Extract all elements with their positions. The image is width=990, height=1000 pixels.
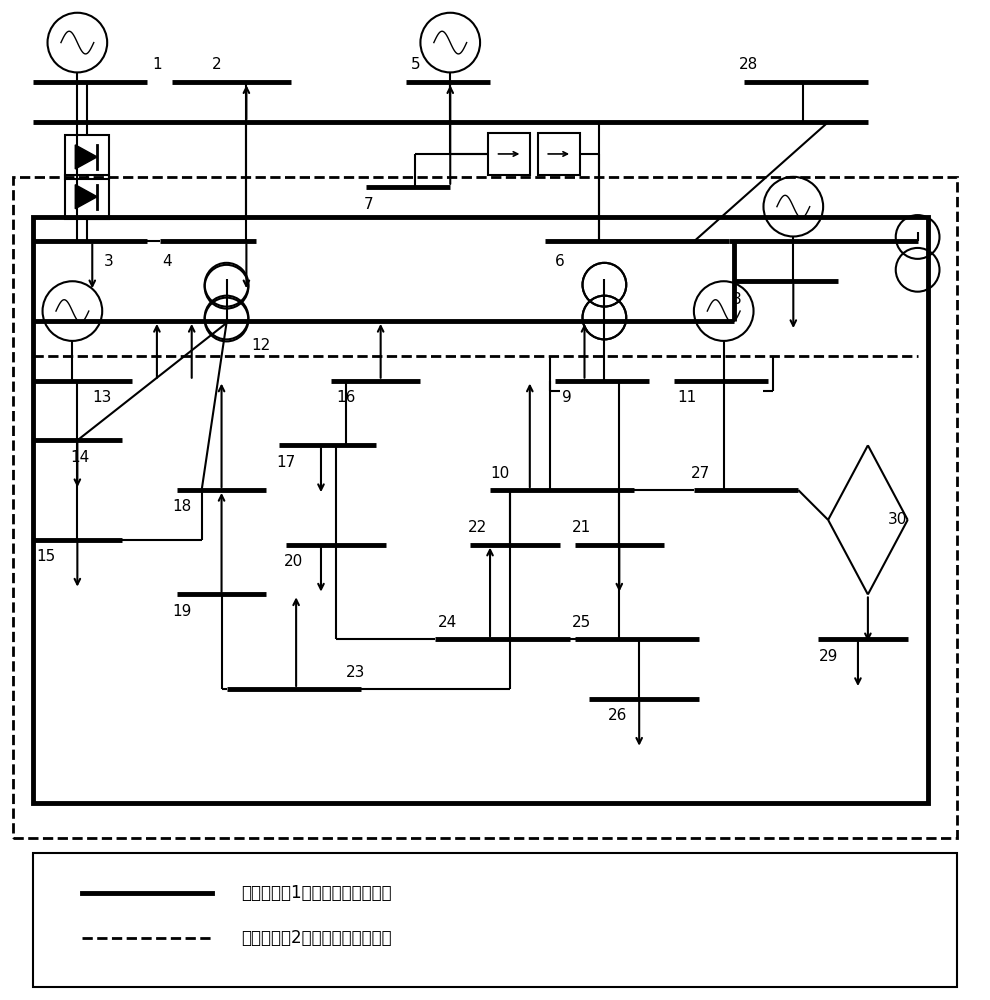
Bar (488, 133, 530, 175)
Text: 10: 10 (490, 466, 510, 481)
Text: 13: 13 (92, 390, 112, 405)
Text: 11: 11 (677, 390, 697, 405)
Text: 7: 7 (364, 197, 373, 212)
Text: 6: 6 (554, 254, 564, 269)
Text: 8: 8 (732, 292, 742, 307)
Text: 16: 16 (337, 390, 355, 405)
Text: 26: 26 (608, 708, 627, 723)
Text: 29: 29 (819, 649, 838, 664)
Text: 1: 1 (152, 57, 161, 72)
Text: 25: 25 (572, 615, 591, 630)
Text: 17: 17 (276, 455, 296, 470)
Bar (33, 853, 957, 987)
Text: 20: 20 (283, 554, 303, 569)
Text: 直流子系统1的临界故障阻抗边界: 直流子系统1的临界故障阻抗边界 (242, 884, 392, 902)
Text: 22: 22 (467, 520, 487, 535)
Text: 12: 12 (251, 338, 271, 353)
Text: 30: 30 (888, 512, 908, 527)
Bar (65, 175, 109, 219)
Text: 4: 4 (162, 254, 171, 269)
Text: 5: 5 (411, 57, 421, 72)
Text: 27: 27 (691, 466, 711, 481)
Text: 14: 14 (70, 450, 90, 465)
Text: 3: 3 (104, 254, 114, 269)
Bar (13, 177, 957, 838)
Bar (33, 217, 928, 803)
Text: 21: 21 (572, 520, 591, 535)
Text: 直流子系统2的临界故障阻抗边界: 直流子系统2的临界故障阻抗边界 (242, 929, 392, 947)
Text: 23: 23 (346, 665, 365, 680)
Text: 28: 28 (739, 57, 758, 72)
Polygon shape (75, 185, 97, 209)
Text: 9: 9 (561, 390, 571, 405)
Polygon shape (75, 145, 97, 169)
Bar (538, 133, 579, 175)
Text: 19: 19 (172, 604, 191, 619)
Text: 18: 18 (172, 499, 191, 514)
Text: 15: 15 (36, 549, 55, 564)
Text: 2: 2 (212, 57, 222, 72)
Text: 24: 24 (438, 615, 457, 630)
Bar (65, 135, 109, 179)
